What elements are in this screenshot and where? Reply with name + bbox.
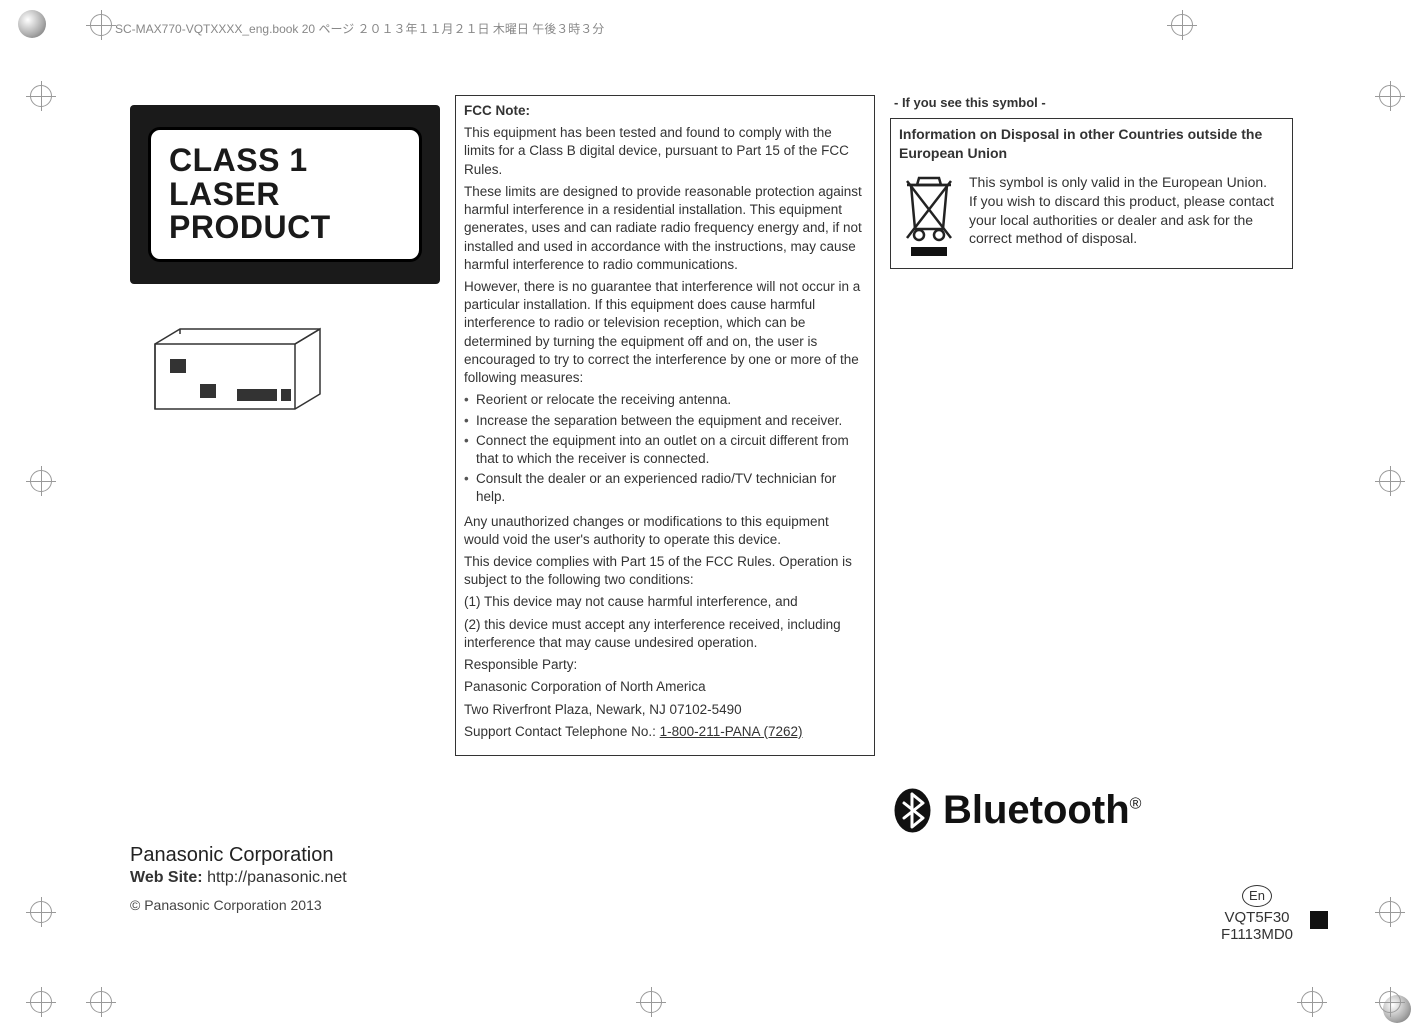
copyright-text: © Panasonic Corporation 2013 bbox=[130, 897, 440, 913]
crop-mark-icon bbox=[30, 470, 52, 492]
disposal-title: Information on Disposal in other Countri… bbox=[899, 125, 1284, 163]
crop-mark-icon bbox=[30, 991, 52, 1013]
crop-mark-icon bbox=[640, 991, 662, 1013]
language-badge: En bbox=[1242, 885, 1272, 907]
weee-bin-icon bbox=[899, 173, 959, 258]
fcc-support-number: 1-800-211-PANA (7262) bbox=[660, 724, 803, 739]
laser-product-label: CLASS 1 LASER PRODUCT bbox=[130, 105, 440, 284]
label-sticker-icon bbox=[281, 389, 291, 401]
crop-mark-icon bbox=[90, 991, 112, 1013]
fcc-resp-name: Panasonic Corporation of North America bbox=[464, 678, 866, 696]
crop-mark-icon bbox=[1301, 991, 1323, 1013]
right-column: - If you see this symbol - Information o… bbox=[890, 95, 1293, 933]
doc-code-2: F1113MD0 bbox=[1221, 926, 1293, 943]
website-url: http://panasonic.net bbox=[207, 869, 347, 886]
label-sticker-icon bbox=[237, 389, 277, 401]
crop-mark-icon bbox=[1379, 85, 1401, 107]
fcc-resp-addr: Two Riverfront Plaza, Newark, NJ 07102-5… bbox=[464, 701, 866, 719]
fcc-title: FCC Note: bbox=[464, 103, 530, 118]
label-sticker-icon bbox=[200, 384, 216, 398]
center-column: FCC Note: This equipment has been tested… bbox=[455, 95, 875, 933]
crop-mark-icon bbox=[1379, 470, 1401, 492]
bluetooth-text: Bluetooth bbox=[943, 788, 1130, 832]
black-square-mark bbox=[1310, 911, 1328, 929]
disposal-info-box: Information on Disposal in other Countri… bbox=[890, 118, 1293, 269]
symbol-header: - If you see this symbol - bbox=[894, 95, 1293, 110]
bluetooth-icon bbox=[890, 788, 935, 833]
laser-line2: LASER PRODUCT bbox=[169, 178, 401, 245]
page-header-filename: SC-MAX770-VQTXXXX_eng.book 20 ページ ２０１３年１… bbox=[115, 20, 604, 37]
website-label: Web Site: bbox=[130, 869, 203, 886]
laser-product-label-inner: CLASS 1 LASER PRODUCT bbox=[148, 127, 422, 262]
footer-right: En VQT5F30 F1113MD0 bbox=[1221, 885, 1293, 943]
page-content: CLASS 1 LASER PRODUCT Panasonic Corporat… bbox=[130, 95, 1293, 933]
crop-mark-icon bbox=[1171, 14, 1193, 36]
doc-code-1: VQT5F30 bbox=[1221, 909, 1293, 926]
registered-mark: ® bbox=[1130, 796, 1142, 813]
website-line: Web Site: http://panasonic.net bbox=[130, 869, 440, 887]
fcc-support-label: Support Contact Telephone No.: bbox=[464, 724, 656, 739]
crop-mark-icon bbox=[30, 901, 52, 923]
fcc-support-line: Support Contact Telephone No.: 1-800-211… bbox=[464, 723, 866, 741]
fcc-bullet: Consult the dealer or an experienced rad… bbox=[464, 470, 866, 506]
fcc-p3: However, there is no guarantee that inte… bbox=[464, 278, 866, 387]
footer-left: Panasonic Corporation Web Site: http://p… bbox=[130, 844, 440, 933]
fcc-p4: Any unauthorized changes or modification… bbox=[464, 513, 866, 549]
registration-ball-tl bbox=[18, 10, 46, 38]
fcc-bullets: Reorient or relocate the receiving anten… bbox=[464, 391, 866, 506]
bluetooth-logo-block: Bluetooth® bbox=[890, 788, 1293, 833]
bluetooth-wordmark: Bluetooth® bbox=[943, 788, 1141, 833]
company-name: Panasonic Corporation bbox=[130, 844, 440, 867]
fcc-bullet: Increase the separation between the equi… bbox=[464, 412, 866, 430]
fcc-cond1: (1) This device may not cause harmful in… bbox=[464, 593, 866, 611]
laser-line1: CLASS 1 bbox=[169, 144, 401, 178]
crop-mark-icon bbox=[30, 85, 52, 107]
label-sticker-icon bbox=[170, 359, 186, 373]
disposal-text: This symbol is only valid in the Europea… bbox=[969, 173, 1284, 258]
fcc-p1: This equipment has been tested and found… bbox=[464, 124, 866, 179]
fcc-resp-title: Responsible Party: bbox=[464, 656, 866, 674]
fcc-bullet: Reorient or relocate the receiving anten… bbox=[464, 391, 866, 409]
fcc-cond2: (2) this device must accept any interfer… bbox=[464, 616, 866, 652]
fcc-p2: These limits are designed to provide rea… bbox=[464, 183, 866, 274]
fcc-p5: This device complies with Part 15 of the… bbox=[464, 553, 866, 589]
device-diagram-icon bbox=[145, 309, 325, 429]
crop-mark-icon bbox=[90, 14, 112, 36]
fcc-bullet: Connect the equipment into an outlet on … bbox=[464, 432, 866, 468]
crop-mark-icon bbox=[1379, 901, 1401, 923]
left-column: CLASS 1 LASER PRODUCT Panasonic Corporat… bbox=[130, 95, 440, 933]
crop-mark-icon bbox=[1379, 991, 1401, 1013]
fcc-note-box: FCC Note: This equipment has been tested… bbox=[455, 95, 875, 756]
